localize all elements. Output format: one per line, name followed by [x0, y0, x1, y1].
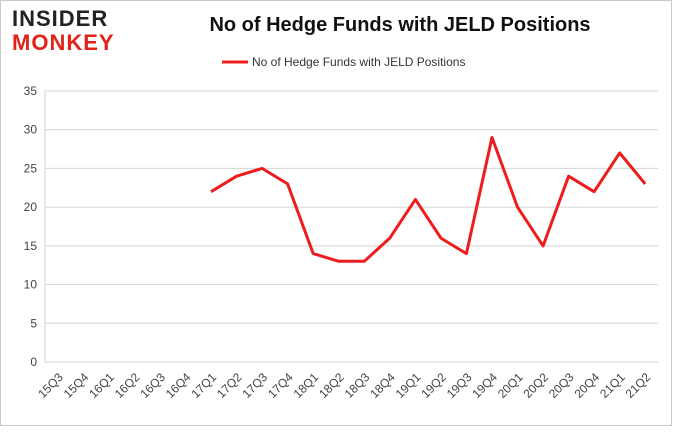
x-tick-label: 20Q3 [546, 370, 577, 401]
gridlines [44, 90, 658, 363]
x-tick-label: 15Q3 [35, 370, 66, 401]
y-tick-label: 20 [24, 200, 38, 214]
x-tick-label: 19Q3 [444, 370, 475, 401]
x-tick-label: 16Q3 [137, 370, 168, 401]
x-tick-label: 17Q3 [240, 370, 271, 401]
x-tick-label: 20Q1 [495, 370, 526, 401]
y-tick-label: 25 [24, 161, 38, 175]
logo-line-2: MONKEY [12, 30, 115, 55]
chart-frame [0, 0, 672, 426]
chart-title: No of Hedge Funds with JELD Positions [209, 14, 591, 36]
series-lines [210, 136, 647, 263]
legend-label: No of Hedge Funds with JELD Positions [252, 55, 465, 69]
x-tick-label: 18Q2 [316, 370, 347, 401]
x-tick-label: 20Q2 [520, 370, 551, 401]
x-tick-label: 15Q4 [61, 370, 92, 401]
logo-line-1: INSIDER [12, 6, 109, 31]
y-tick-label: 0 [30, 355, 37, 369]
x-tick-label: 16Q4 [163, 370, 194, 401]
y-tick-label: 35 [24, 84, 38, 98]
insider-monkey-logo: INSIDER MONKEY [12, 8, 128, 56]
x-tick-label: 18Q4 [367, 370, 398, 401]
x-tick-label: 19Q1 [393, 370, 424, 401]
y-tick-label: 30 [24, 123, 38, 137]
x-tick-label: 17Q2 [214, 370, 245, 401]
x-tick-label: 20Q4 [572, 370, 603, 401]
x-tick-label: 16Q2 [112, 370, 143, 401]
x-tick-label: 17Q4 [265, 370, 296, 401]
x-tick-label: 21Q2 [623, 370, 654, 401]
y-tick-label: 5 [30, 316, 37, 330]
series-line [210, 136, 647, 263]
x-tick-label: 17Q1 [188, 370, 219, 401]
x-tick-label: 19Q2 [418, 370, 449, 401]
x-tick-label: 19Q4 [469, 370, 500, 401]
y-tick-label: 10 [24, 278, 38, 292]
legend: No of Hedge Funds with JELD Positions [222, 55, 465, 69]
y-tick-labels: 0 5 10 15 20 25 30 35 [24, 84, 38, 369]
x-tick-label: 21Q1 [597, 370, 628, 401]
x-tick-label: 18Q3 [342, 370, 373, 401]
y-tick-label: 15 [24, 239, 38, 253]
x-tick-label: 18Q1 [291, 370, 322, 401]
x-tick-labels: 15Q315Q416Q116Q216Q316Q417Q117Q217Q317Q4… [35, 370, 653, 401]
x-tick-label: 16Q1 [86, 370, 117, 401]
